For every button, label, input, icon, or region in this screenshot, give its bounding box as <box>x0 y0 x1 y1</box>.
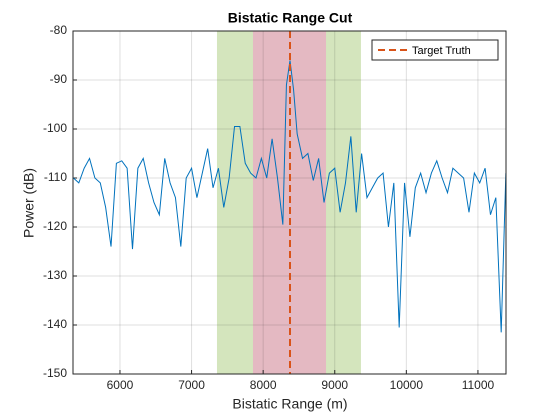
x-tick-label: 7000 <box>178 378 205 392</box>
data-line <box>73 60 507 333</box>
x-tick-label: 6000 <box>107 378 134 392</box>
y-tick-label: -130 <box>43 268 67 282</box>
x-axis-label: Bistatic Range (m) <box>232 396 347 412</box>
x-tick-label: 9000 <box>321 378 348 392</box>
legend-label: Target Truth <box>412 45 471 57</box>
x-tick-label: 11000 <box>462 378 495 392</box>
y-tick-label: -150 <box>43 366 67 380</box>
chart-title: Bistatic Range Cut <box>228 10 353 26</box>
axes-box <box>72 30 507 375</box>
x-tick-label: 8000 <box>250 378 277 392</box>
y-tick-label: -90 <box>50 72 68 86</box>
y-tick-label: -140 <box>43 317 67 331</box>
x-tick-label: 10000 <box>390 378 424 392</box>
y-tick-label: -110 <box>44 170 67 184</box>
y-tick-label: -100 <box>43 121 67 135</box>
legend-box <box>371 39 499 61</box>
y-tick-label: -120 <box>43 219 67 233</box>
y-tick-label: -80 <box>50 23 68 37</box>
y-axis-label: Power (dB) <box>21 168 37 238</box>
